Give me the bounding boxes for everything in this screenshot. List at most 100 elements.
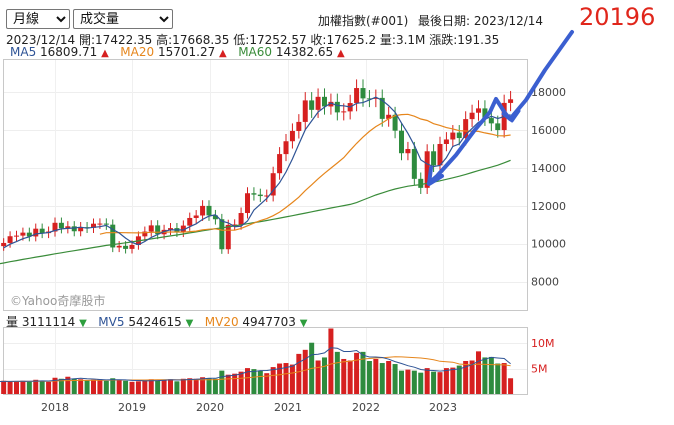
- volume-bar: [26, 381, 32, 394]
- volume-bar: [366, 361, 372, 394]
- volume-bar: [354, 352, 360, 394]
- quote-change: 漲跌:191.35: [429, 33, 500, 47]
- candle-body: [424, 151, 430, 188]
- arrow-head: [501, 109, 521, 123]
- volume-bar: [219, 370, 225, 394]
- volume-bar: [373, 358, 379, 394]
- candle-body: [386, 114, 392, 119]
- year-tick-label: 2023: [429, 401, 457, 414]
- candle-body: [277, 154, 283, 174]
- candle-body: [129, 245, 135, 249]
- mv20-value: 4947703: [242, 315, 296, 329]
- volume-bar: [251, 369, 257, 394]
- candle-body: [354, 88, 360, 104]
- candle-body: [373, 97, 379, 99]
- candle-body: [168, 228, 173, 230]
- volume-bar: [469, 360, 475, 394]
- volume-bar: [347, 360, 353, 394]
- volume-legend: 量 3111114 ▼ MV5 5424615 ▼ MV20 4947703 ▼: [6, 313, 307, 330]
- volume-bar: [84, 380, 90, 394]
- volume-bar: [264, 373, 270, 394]
- volume-bar: [379, 363, 385, 394]
- candle-body: [270, 173, 276, 196]
- ma5-label: MA5: [10, 45, 37, 59]
- annotation-text: 20196: [579, 3, 656, 31]
- volume-bar: [411, 370, 417, 394]
- candle-body: [58, 222, 64, 229]
- candle-body: [148, 225, 154, 232]
- volume-bar: [431, 371, 437, 394]
- volume-bar: [277, 363, 283, 394]
- volume-bar: [193, 378, 199, 394]
- candle-body: [206, 205, 212, 216]
- price-tick-label: 12000: [531, 200, 566, 213]
- candle-body: [135, 236, 141, 245]
- quote-volume: 量:3.1M: [379, 33, 426, 47]
- candle-body: [476, 108, 481, 113]
- mv5-line: [0, 347, 511, 383]
- volume-bar: [212, 378, 218, 394]
- volume-bar: [463, 361, 469, 394]
- volume-bar: [161, 379, 167, 394]
- index-name: 加權指數(#001): [318, 14, 409, 28]
- candle-body: [161, 229, 167, 235]
- candle-body: [245, 193, 250, 214]
- year-tick-label: 2019: [118, 401, 146, 414]
- vol-down-icon: ▼: [79, 318, 87, 329]
- candle-body: [334, 101, 340, 113]
- quote-low: 低:17252.57: [233, 33, 307, 47]
- arrow-head: [427, 166, 444, 186]
- indicator-select[interactable]: 成交量: [73, 9, 173, 29]
- volume-bar: [405, 369, 411, 394]
- candle-body: [14, 235, 19, 237]
- candle-body: [103, 223, 109, 225]
- candle-body: [322, 96, 327, 107]
- candle-body: [360, 88, 366, 99]
- volume-bar: [495, 363, 501, 394]
- candle-body: [84, 227, 90, 229]
- candle-body: [225, 224, 231, 250]
- mv20-label: MV20: [204, 315, 239, 329]
- volume-bar: [103, 380, 109, 394]
- arrow-stroke: [427, 30, 574, 185]
- volume-tick-label: 5M: [531, 363, 548, 376]
- volume-bar: [309, 342, 315, 394]
- candle-body: [379, 97, 385, 119]
- volume-bar: [187, 378, 193, 394]
- candle-body: [174, 228, 180, 233]
- volume-bar: [302, 349, 308, 394]
- candle-body: [26, 232, 32, 237]
- watermark: ©Yahoo奇摩股市: [10, 293, 105, 308]
- candle-body: [463, 119, 469, 139]
- candle-body: [71, 226, 77, 232]
- candle-body: [142, 231, 148, 237]
- volume-bar: [148, 379, 154, 394]
- candle-body: [46, 231, 52, 234]
- candle-body: [366, 98, 372, 100]
- candle-body: [33, 228, 39, 237]
- candle-body: [1, 242, 7, 247]
- volume-bar: [14, 381, 19, 394]
- volume-bar: [245, 368, 250, 394]
- candle-body: [78, 227, 84, 232]
- volume-bar: [225, 374, 231, 394]
- volume-bar: [71, 378, 77, 394]
- period-select[interactable]: 月線: [6, 9, 70, 29]
- volume-bar: [232, 373, 238, 394]
- volume-bar: [476, 351, 481, 394]
- year-tick-label: 2020: [196, 401, 224, 414]
- candle-body: [187, 217, 193, 226]
- candle-body: [296, 121, 302, 131]
- price-tick-label: 14000: [531, 162, 566, 175]
- ma60-line: [0, 159, 511, 265]
- price-tick-label: 10000: [531, 238, 566, 251]
- candle-body: [65, 226, 71, 229]
- volume-bar: [289, 364, 295, 394]
- candle-body: [52, 222, 58, 232]
- ma20-label: MA20: [120, 45, 155, 59]
- price-tick-label: 8000: [531, 276, 559, 289]
- volume-bar: [58, 378, 64, 394]
- volume-panel-frame: [3, 327, 528, 395]
- volume-bar: [174, 381, 180, 394]
